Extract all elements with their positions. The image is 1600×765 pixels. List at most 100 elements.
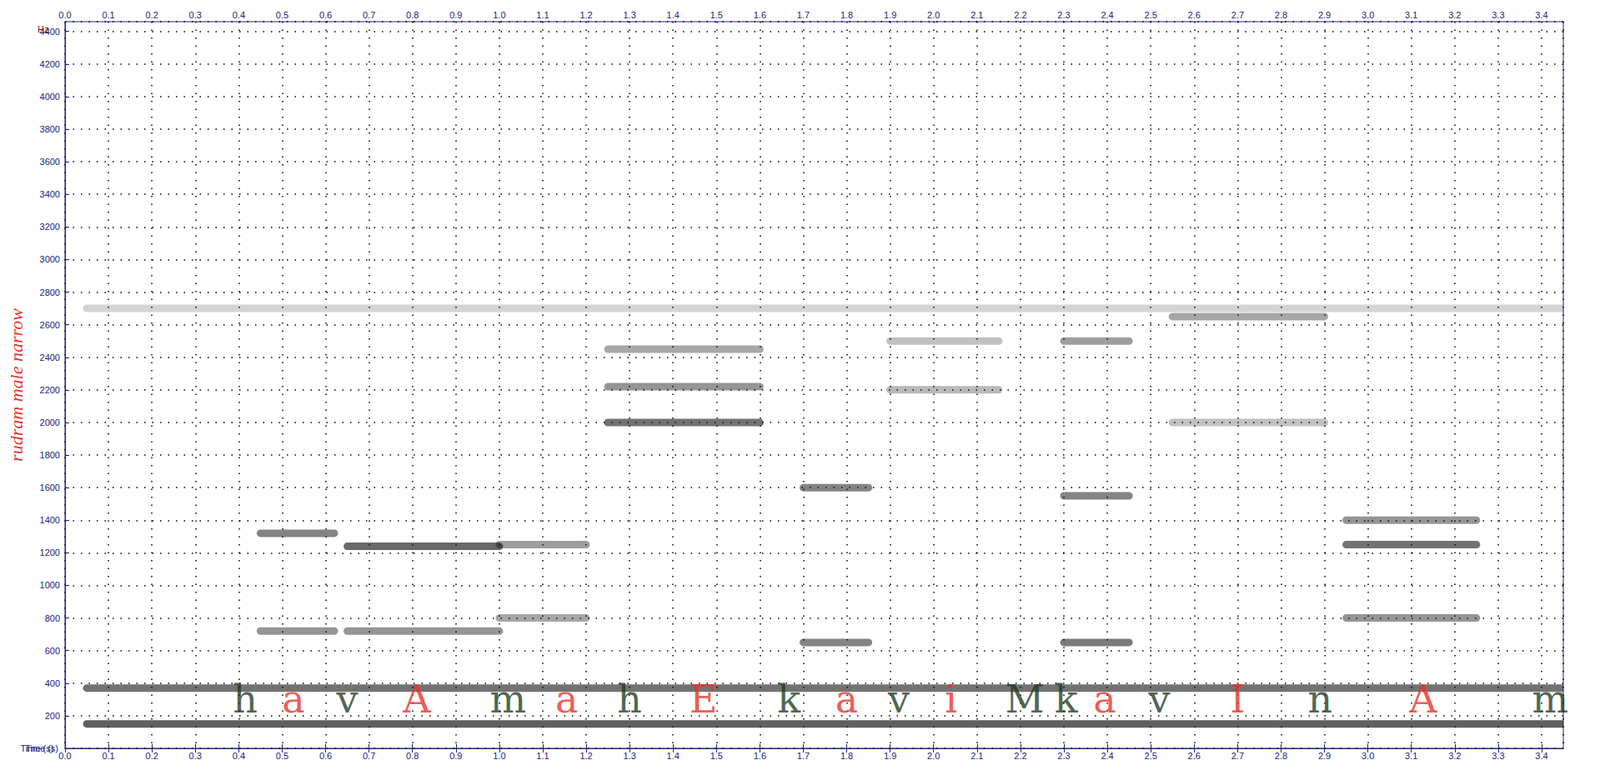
svg-text:a: a <box>281 677 305 723</box>
svg-text:1.9: 1.9 <box>883 10 897 21</box>
svg-text:3.3: 3.3 <box>1491 10 1505 21</box>
svg-text:1.7: 1.7 <box>797 751 810 762</box>
svg-text:0.7: 0.7 <box>362 10 376 21</box>
svg-text:3.4: 3.4 <box>1534 10 1548 21</box>
svg-text:1.3: 1.3 <box>622 751 636 762</box>
svg-text:1200: 1200 <box>40 547 61 558</box>
svg-text:1.5: 1.5 <box>710 10 723 21</box>
svg-text:1.3: 1.3 <box>622 10 636 21</box>
svg-text:0.8: 0.8 <box>406 10 419 21</box>
svg-text:3.1: 3.1 <box>1404 751 1418 762</box>
svg-text:v: v <box>887 677 910 723</box>
svg-text:3200: 3200 <box>40 221 61 232</box>
svg-text:Hz: Hz <box>37 24 49 35</box>
svg-text:3.4: 3.4 <box>1534 751 1548 762</box>
svg-text:2.9: 2.9 <box>1318 10 1331 21</box>
svg-text:0.4: 0.4 <box>232 10 246 21</box>
svg-text:a: a <box>555 677 578 723</box>
svg-text:2.5: 2.5 <box>1144 10 1158 21</box>
svg-text:0.6: 0.6 <box>319 751 332 762</box>
svg-text:1.6: 1.6 <box>753 10 767 21</box>
svg-text:1.5: 1.5 <box>710 751 723 762</box>
svg-text:1.1: 1.1 <box>536 10 549 21</box>
svg-text:2.5: 2.5 <box>1144 751 1158 762</box>
svg-text:1.7: 1.7 <box>797 10 810 21</box>
svg-text:0.6: 0.6 <box>319 10 332 21</box>
svg-text:0.8: 0.8 <box>406 751 419 762</box>
svg-text:m: m <box>1532 677 1570 723</box>
svg-text:2.4: 2.4 <box>1100 751 1114 762</box>
svg-text:i: i <box>944 677 958 723</box>
svg-text:k: k <box>1054 677 1079 723</box>
svg-text:3.2: 3.2 <box>1448 751 1461 762</box>
svg-text:3.0: 3.0 <box>1361 10 1375 21</box>
svg-text:0.9: 0.9 <box>449 751 462 762</box>
svg-text:v: v <box>1148 677 1171 723</box>
svg-text:3800: 3800 <box>40 124 61 135</box>
svg-text:2.8: 2.8 <box>1274 10 1288 21</box>
svg-text:m: m <box>489 677 527 723</box>
svg-text:0.1: 0.1 <box>101 751 115 762</box>
svg-text:1.9: 1.9 <box>883 751 897 762</box>
svg-text:h: h <box>232 677 258 723</box>
svg-text:M: M <box>1005 677 1045 723</box>
svg-text:1.8: 1.8 <box>840 10 853 21</box>
svg-text:A: A <box>1408 677 1438 723</box>
svg-text:0.5: 0.5 <box>275 751 289 762</box>
svg-text:2.1: 2.1 <box>970 751 984 762</box>
svg-text:2600: 2600 <box>40 320 61 331</box>
svg-text:2200: 2200 <box>40 385 61 396</box>
svg-text:1.2: 1.2 <box>579 10 592 21</box>
svg-text:3000: 3000 <box>40 254 61 265</box>
svg-text:2400: 2400 <box>40 352 61 363</box>
svg-text:800: 800 <box>45 613 61 624</box>
svg-text:1.2: 1.2 <box>579 751 592 762</box>
svg-text:3.3: 3.3 <box>1491 751 1505 762</box>
svg-text:3400: 3400 <box>40 189 61 200</box>
svg-text:1.0: 1.0 <box>492 10 506 21</box>
svg-text:2.7: 2.7 <box>1231 751 1244 762</box>
svg-text:2.0: 2.0 <box>927 10 940 21</box>
svg-text:1.6: 1.6 <box>753 751 767 762</box>
svg-text:0.5: 0.5 <box>275 10 289 21</box>
svg-text:A: A <box>401 677 432 723</box>
svg-text:1600: 1600 <box>40 482 61 493</box>
svg-text:2.7: 2.7 <box>1231 10 1244 21</box>
svg-text:rudram male narrow: rudram male narrow <box>5 308 27 462</box>
svg-text:0.2: 0.2 <box>145 10 159 21</box>
svg-text:3.1: 3.1 <box>1404 10 1418 21</box>
svg-text:0.0: 0.0 <box>58 10 71 21</box>
svg-text:0.3: 0.3 <box>189 751 202 762</box>
svg-text:2.2: 2.2 <box>1013 751 1027 762</box>
svg-text:600: 600 <box>45 646 61 657</box>
svg-text:1800: 1800 <box>40 450 61 461</box>
svg-text:1400: 1400 <box>40 515 61 526</box>
svg-text:4200: 4200 <box>40 59 61 70</box>
svg-text:2.0: 2.0 <box>927 751 940 762</box>
svg-text:2.3: 2.3 <box>1057 10 1070 21</box>
svg-text:2.3: 2.3 <box>1057 751 1070 762</box>
svg-text:2.9: 2.9 <box>1318 751 1331 762</box>
svg-text:h: h <box>616 677 643 723</box>
svg-text:1.1: 1.1 <box>536 751 549 762</box>
svg-text:0.3: 0.3 <box>189 10 202 21</box>
svg-text:a: a <box>835 677 858 723</box>
svg-text:I: I <box>1229 677 1245 723</box>
svg-text:0.1: 0.1 <box>101 10 115 21</box>
svg-text:1.4: 1.4 <box>667 10 680 21</box>
svg-text:0.9: 0.9 <box>449 10 462 21</box>
svg-text:2.6: 2.6 <box>1188 10 1201 21</box>
svg-text:a: a <box>1093 677 1116 723</box>
svg-text:2.8: 2.8 <box>1274 751 1288 762</box>
svg-text:E: E <box>689 677 718 723</box>
svg-text:1000: 1000 <box>40 580 61 591</box>
svg-text:2.2: 2.2 <box>1013 10 1027 21</box>
svg-text:k: k <box>777 677 802 723</box>
svg-text:3.2: 3.2 <box>1448 10 1461 21</box>
svg-text:0.2: 0.2 <box>145 751 159 762</box>
svg-text:Time (s): Time (s) <box>20 743 55 754</box>
svg-text:3.0: 3.0 <box>1361 751 1375 762</box>
svg-text:0.4: 0.4 <box>232 751 246 762</box>
svg-text:3600: 3600 <box>40 156 61 167</box>
svg-text:4000: 4000 <box>40 91 61 102</box>
